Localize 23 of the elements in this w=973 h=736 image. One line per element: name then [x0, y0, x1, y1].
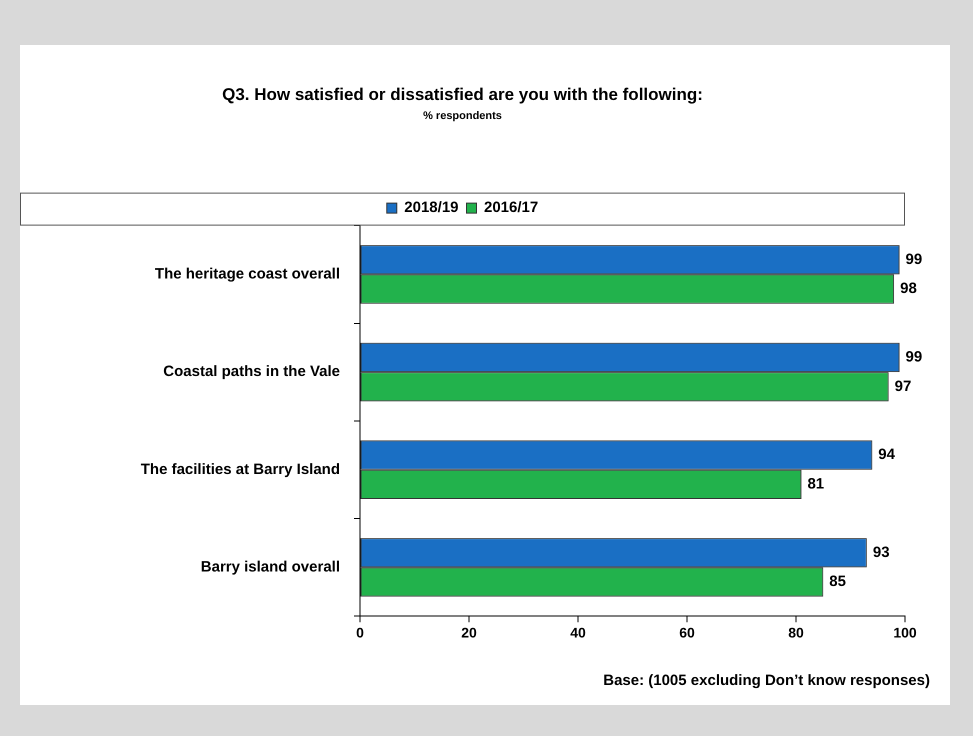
x-tick-label: 20: [461, 624, 477, 640]
data-label: 81: [807, 476, 824, 493]
x-tick-label: 40: [570, 624, 586, 640]
x-tick-label: 0: [356, 624, 364, 640]
x-tick-label: 80: [788, 624, 804, 640]
chart-title: Q3. How satisfied or dissatisfied are you with the following:: [222, 84, 703, 104]
data-label: 94: [878, 446, 896, 464]
data-label: 98: [900, 280, 917, 298]
data-label: 99: [906, 348, 922, 366]
text: Base: (1005 excluding Don’t know responses): [603, 672, 930, 689]
legend-label: 2018/19: [404, 199, 459, 216]
chart-subtitle: % respondents: [423, 110, 502, 122]
y-tick-label: The heritage coast overall: [154, 266, 340, 283]
data-label: 99: [906, 250, 922, 268]
data-label: 85: [829, 573, 846, 590]
y-tick-label: The facilities at Barry Island: [140, 460, 340, 478]
x-tick-label: 100: [893, 624, 917, 640]
data-label: 97: [894, 378, 912, 395]
legend-label: 2016/17: [484, 199, 538, 216]
y-tick-label: Barry island overall: [200, 558, 340, 576]
x-tick-label: 60: [679, 624, 695, 640]
y-tick-label: Coastal paths in the Vale: [163, 363, 340, 380]
data-label: 93: [872, 544, 890, 561]
